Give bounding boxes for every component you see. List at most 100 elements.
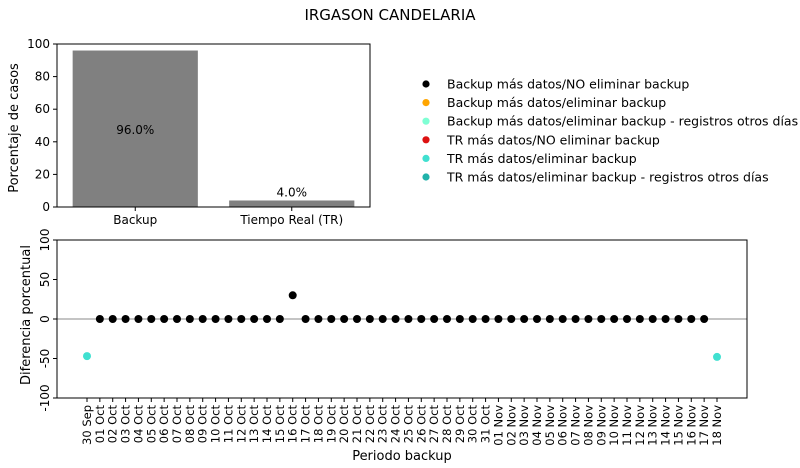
- scatter-point-0: [687, 315, 696, 323]
- scatter-xtick-label: 20 Oct: [337, 405, 351, 444]
- scatter-point-0: [160, 315, 169, 323]
- scatter-point-0: [430, 315, 439, 323]
- scatter-xtick-label: 17 Oct: [299, 405, 313, 444]
- scatter-xtick-label: 10 Nov: [607, 405, 621, 446]
- scatter-xtick-label: 09 Nov: [594, 405, 608, 446]
- scatter-ytick-label: -50: [38, 349, 52, 369]
- scatter-point-0: [314, 315, 323, 323]
- scatter-point-0: [597, 315, 606, 323]
- scatter-point-0: [443, 315, 451, 323]
- scatter-xtick-label: 16 Oct: [286, 405, 300, 444]
- scatter-xtick-label: 24 Oct: [389, 405, 403, 444]
- scatter-point-0: [584, 315, 593, 323]
- scatter-xtick-label: 15 Oct: [273, 405, 287, 444]
- scatter-xtick-label: 17 Nov: [697, 405, 711, 446]
- scatter-point-0: [198, 315, 207, 323]
- bar-ytick-label: 20: [35, 167, 50, 181]
- scatter-point-0: [108, 315, 117, 323]
- scatter-xtick-label: 19 Oct: [324, 405, 338, 444]
- scatter-point-0: [237, 315, 246, 323]
- bar-value-label: 4.0%: [277, 185, 308, 199]
- legend-label-4: TR más datos/eliminar backup: [446, 151, 637, 166]
- legend-marker-1: [422, 99, 430, 107]
- scatter-ytick-label: -100: [38, 384, 52, 411]
- scatter-point-0: [327, 315, 336, 323]
- scatter-xlabel: Periodo backup: [352, 449, 452, 464]
- scatter-plot-frame: [56, 239, 748, 399]
- scatter-xtick-label: 04 Oct: [131, 405, 145, 444]
- bar-chart: Porcentaje de casos 96.0% Backup 4.0% Tiemp…: [7, 37, 371, 227]
- scatter-point-0: [533, 315, 541, 323]
- scatter-point-0: [494, 315, 503, 323]
- scatter-xtick-label: 01 Nov: [491, 405, 505, 446]
- scatter-point-0: [173, 315, 181, 323]
- scatter-xtick-label: 08 Nov: [581, 405, 595, 446]
- scatter-point-0: [288, 291, 297, 300]
- scatter-point-0: [700, 315, 709, 323]
- scatter-point-0: [121, 315, 130, 323]
- scatter-point-0: [507, 315, 516, 323]
- scatter-point-0: [571, 315, 580, 323]
- scatter-xtick-label: 08 Oct: [183, 405, 197, 444]
- scatter-point-0: [224, 315, 233, 323]
- scatter-xtick-label: 05 Nov: [543, 405, 557, 446]
- scatter-xtick-label: 21 Oct: [350, 405, 364, 444]
- legend-label-5: TR más datos/eliminar backup - registros…: [446, 170, 769, 185]
- scatter-point-0: [520, 315, 529, 323]
- scatter-point-0: [635, 315, 644, 323]
- scatter-xtick-label: 09 Oct: [196, 405, 210, 444]
- scatter-xtick-label: 15 Nov: [671, 405, 685, 446]
- scatter-point-0: [648, 315, 657, 323]
- scatter-xtick-label: 26 Oct: [414, 405, 428, 444]
- bar-xtick-label: Tiempo Real (TR): [239, 213, 343, 227]
- legend-label-1: Backup más datos/eliminar backup: [447, 95, 666, 110]
- scatter-xtick-label: 16 Nov: [684, 405, 698, 446]
- scatter-chart: Diferencia porcentual Periodo backup 30 …: [19, 229, 748, 464]
- scatter-point-0: [661, 315, 670, 323]
- bar-ytick-label: 100: [27, 37, 50, 51]
- legend-marker-4: [422, 154, 430, 162]
- scatter-xtick-label: 22 Oct: [363, 405, 377, 444]
- bar-ytick-label: 0: [42, 200, 50, 214]
- scatter-xtick-label: 07 Oct: [170, 405, 184, 444]
- scatter-point-0: [95, 315, 104, 323]
- legend-marker-0: [422, 80, 430, 88]
- scatter-xtick-label: 04 Nov: [530, 405, 544, 446]
- scatter-xtick-label: 06 Oct: [157, 405, 171, 444]
- bar-value-label: 96.0%: [116, 123, 154, 137]
- scatter-xtick-label: 23 Oct: [376, 405, 390, 444]
- bar-xtick-label: Backup: [113, 213, 157, 227]
- scatter-xtick-label: 03 Nov: [517, 405, 531, 446]
- scatter-xtick-label: 18 Oct: [311, 405, 325, 444]
- scatter-xtick-label: 02 Oct: [106, 405, 120, 444]
- scatter-xtick-label: 12 Oct: [234, 405, 248, 444]
- scatter-point-0: [147, 315, 156, 323]
- scatter-point-0: [545, 315, 554, 323]
- scatter-point-0: [417, 315, 426, 323]
- scatter-point-0: [134, 315, 143, 323]
- scatter-ytick-label: 50: [38, 272, 52, 287]
- scatter-xtick-label: 07 Nov: [569, 405, 583, 446]
- legend-marker-3: [422, 136, 430, 144]
- scatter-point-0: [558, 315, 567, 323]
- legend-label-3: TR más datos/NO eliminar backup: [446, 132, 660, 147]
- legend: Backup más datos/NO eliminar backup Backu…: [422, 77, 798, 185]
- chart-title: IRGASON CANDELARIA: [304, 6, 476, 24]
- scatter-point-0: [185, 315, 194, 323]
- scatter-point-0: [623, 315, 631, 323]
- scatter-xtick-label: 10 Oct: [209, 405, 223, 444]
- scatter-xtick-label: 29 Oct: [453, 405, 467, 444]
- scatter-point-0: [378, 315, 387, 323]
- legend-label-2: Backup más datos/eliminar backup - regis…: [447, 114, 798, 129]
- legend-marker-2: [422, 117, 430, 125]
- scatter-xtick-label: 30 Sep: [80, 405, 94, 445]
- scatter-ylabel: Diferencia porcentual: [19, 245, 34, 385]
- scatter-point-0: [455, 315, 464, 323]
- scatter-ytick-label: 0: [38, 315, 52, 323]
- scatter-point-0: [301, 315, 310, 323]
- scatter-xtick-label: 12 Nov: [633, 405, 647, 446]
- scatter-xtick-label: 13 Nov: [646, 405, 660, 446]
- scatter-xtick-label: 05 Oct: [144, 405, 158, 444]
